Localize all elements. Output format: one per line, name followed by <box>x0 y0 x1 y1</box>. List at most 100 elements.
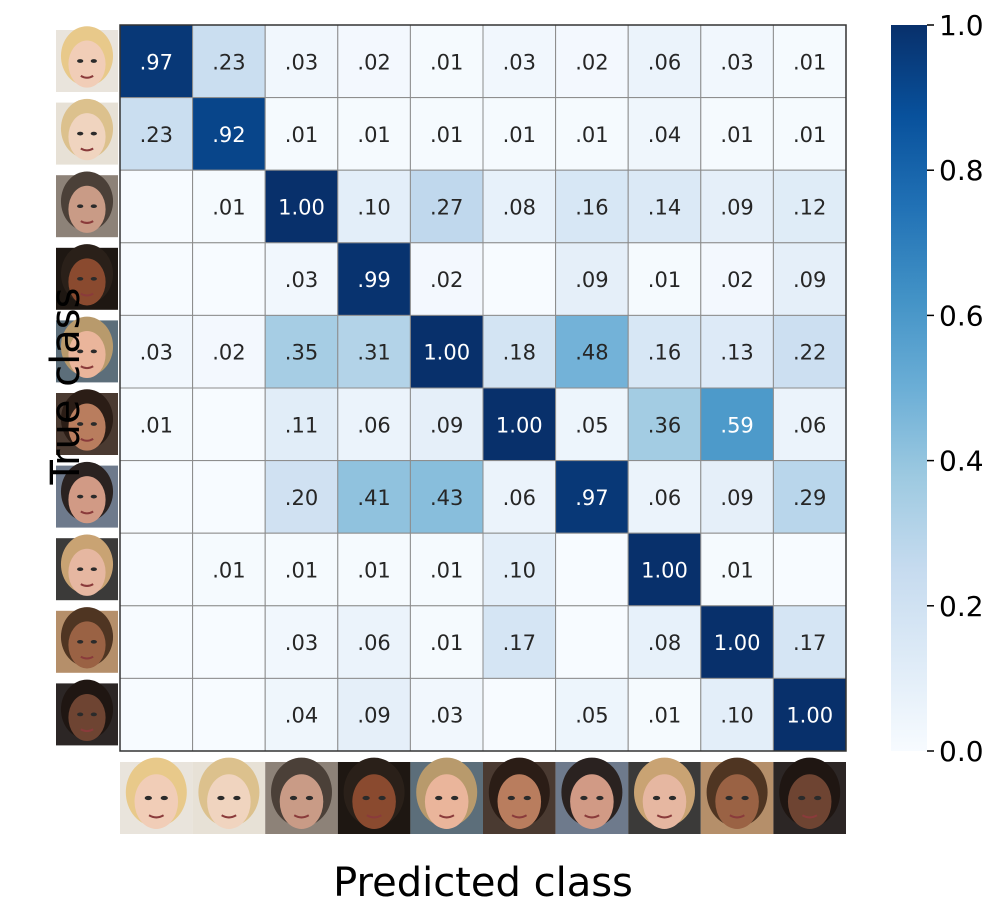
heatmap-cell <box>627 242 702 316</box>
heatmap-cell <box>700 169 774 244</box>
cell-value-label: .01 <box>430 631 463 655</box>
heatmap-cell <box>700 532 774 607</box>
heatmap-cell <box>627 314 702 389</box>
cell-value-label: .01 <box>285 123 318 147</box>
heatmap-cell <box>192 460 266 534</box>
cell-value-label: .97 <box>140 50 173 74</box>
colorbar-ticks: 0.0 0.2 0.4 0.6 0.8 1.0 <box>927 9 984 768</box>
heatmap-cell <box>409 314 484 389</box>
cell-value-label: .11 <box>285 413 318 437</box>
cell-value-label: .01 <box>357 123 390 147</box>
heatmap-cell <box>482 677 557 752</box>
heatmap-cell <box>192 387 266 462</box>
heatmap-cell <box>482 532 557 607</box>
cell-value-label: .09 <box>720 486 753 510</box>
heatmap-cell <box>482 242 557 316</box>
cell-value-label: 1.00 <box>786 704 833 728</box>
column-face-thumbnail <box>410 757 483 834</box>
column-face-thumbnail <box>483 757 556 834</box>
heatmap-cell <box>192 532 266 607</box>
heatmap-cell <box>119 460 194 534</box>
heatmap-cell <box>192 169 266 244</box>
heatmap-cell <box>700 460 774 534</box>
heatmap-cell <box>482 314 557 389</box>
heatmap-cell <box>482 24 557 99</box>
cell-value-label: .01 <box>793 50 826 74</box>
heatmap-cell <box>627 460 702 534</box>
cell-value-label: .03 <box>430 704 463 728</box>
heatmap-cell <box>772 677 847 752</box>
heatmap-cell <box>482 460 557 534</box>
heatmap-cell <box>555 97 629 171</box>
heatmap-cell <box>119 242 194 316</box>
row-face-thumbnail <box>56 244 118 310</box>
heatmap-cell <box>119 387 194 462</box>
cell-value-label: .29 <box>793 486 826 510</box>
heatmap-cell <box>119 677 194 752</box>
cell-value-label: .09 <box>575 268 608 292</box>
cell-value-label: .04 <box>648 123 681 147</box>
heatmap-cell <box>264 97 339 171</box>
colorbar-tick-label: 0.4 <box>939 445 984 478</box>
cell-value-label: .08 <box>503 196 536 220</box>
heatmap-cell <box>409 532 484 607</box>
heatmap-cell <box>192 314 266 389</box>
cell-value-label: .06 <box>357 631 390 655</box>
heatmap-cell <box>192 24 266 99</box>
heatmap-cell <box>264 314 339 389</box>
cell-value-label: .59 <box>720 413 753 437</box>
cell-value-label: .03 <box>503 50 536 74</box>
colorbar-tick-label: 0.6 <box>939 299 984 332</box>
heatmap-cell <box>192 242 266 316</box>
row-face-thumbnail <box>56 534 118 601</box>
heatmap-cell <box>772 460 847 534</box>
cell-value-label: .16 <box>575 196 608 220</box>
cell-value-label: .05 <box>575 704 608 728</box>
cell-value-label: .01 <box>575 123 608 147</box>
cell-value-label: .16 <box>648 341 681 365</box>
heatmap-cell <box>337 387 411 462</box>
cell-value-label: .06 <box>503 486 536 510</box>
row-face-thumbnail <box>56 679 118 746</box>
cell-value-label: .01 <box>648 268 681 292</box>
cell-value-label: .13 <box>720 341 753 365</box>
cell-value-label: .09 <box>793 268 826 292</box>
cell-value-label: .10 <box>357 196 390 220</box>
heatmap-cell <box>627 169 702 244</box>
cell-value-label: .03 <box>285 268 318 292</box>
column-face-thumbnail <box>773 757 846 834</box>
cell-value-label: .92 <box>212 123 245 147</box>
cell-value-label: .02 <box>720 268 753 292</box>
cell-value-label: .10 <box>720 704 753 728</box>
cell-value-label: .06 <box>793 413 826 437</box>
cell-value-label: .04 <box>285 704 318 728</box>
cell-value-label: .43 <box>430 486 463 510</box>
heatmap-cell <box>772 242 847 316</box>
heatmap-cell <box>337 532 411 607</box>
heatmap-cell <box>264 387 339 462</box>
column-class-thumbnails <box>120 757 846 834</box>
heatmap-cell <box>555 169 629 244</box>
heatmap-cell <box>264 532 339 607</box>
x-axis-label: Predicted class <box>333 860 633 906</box>
cell-value-label: .09 <box>720 196 753 220</box>
cell-value-label: .36 <box>648 413 681 437</box>
colorbar-tick-label: 0.2 <box>939 590 984 623</box>
heatmap-cell <box>772 24 847 99</box>
cell-value-label: .01 <box>430 50 463 74</box>
heatmap-cell <box>772 532 847 607</box>
cell-value-label: 1.00 <box>641 559 688 583</box>
heatmap-cell <box>337 460 411 534</box>
row-face-thumbnail <box>56 26 118 92</box>
cell-value-label: .02 <box>430 268 463 292</box>
cell-value-label: .09 <box>430 413 463 437</box>
heatmap-cell <box>192 677 266 752</box>
heatmap-cell <box>264 169 339 244</box>
heatmap-cell <box>555 605 629 679</box>
column-face-thumbnail <box>120 757 193 834</box>
row-face-thumbnail <box>56 461 118 528</box>
row-face-thumbnail <box>56 389 118 455</box>
heatmap-cell <box>700 387 774 462</box>
cell-value-label: .18 <box>503 341 536 365</box>
row-class-thumbnails <box>56 26 118 746</box>
